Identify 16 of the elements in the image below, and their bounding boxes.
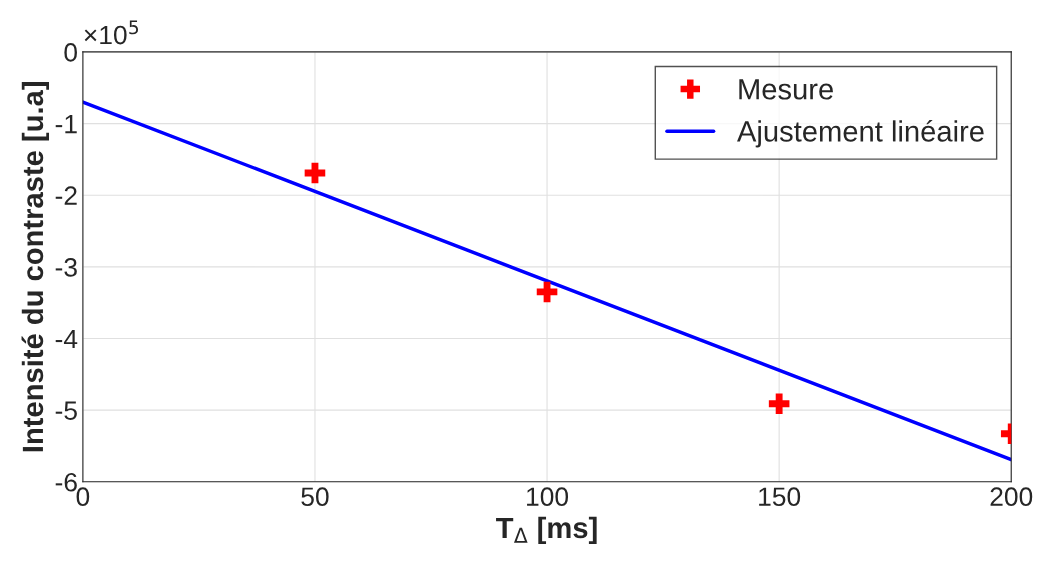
y-tick-label: -3 [55,258,77,277]
y-tick-label: -4 [55,329,78,349]
x-axis-title: T$_{Δ}$ [ms] [496,516,597,544]
x-tick-label: 150 [759,487,801,507]
x-tick-label: 50 [301,487,329,507]
y-axis-title: Intensité du contraste [u.a] [21,82,49,452]
x-tick-label: 100 [527,487,569,507]
legend-label: Mesure [739,79,833,100]
text: ×10$^{5}$ [84,20,139,45]
x-tick-label: 200 [990,487,1033,507]
y-tick-label: -5 [55,401,77,420]
y-tick-label: 0 [64,43,77,62]
y-tick-label: -1 [55,114,77,134]
y-tick-label: -2 [55,186,77,205]
y-tick-label: -6 [55,472,77,492]
legend-label: Ajustement linéaire [737,119,984,148]
